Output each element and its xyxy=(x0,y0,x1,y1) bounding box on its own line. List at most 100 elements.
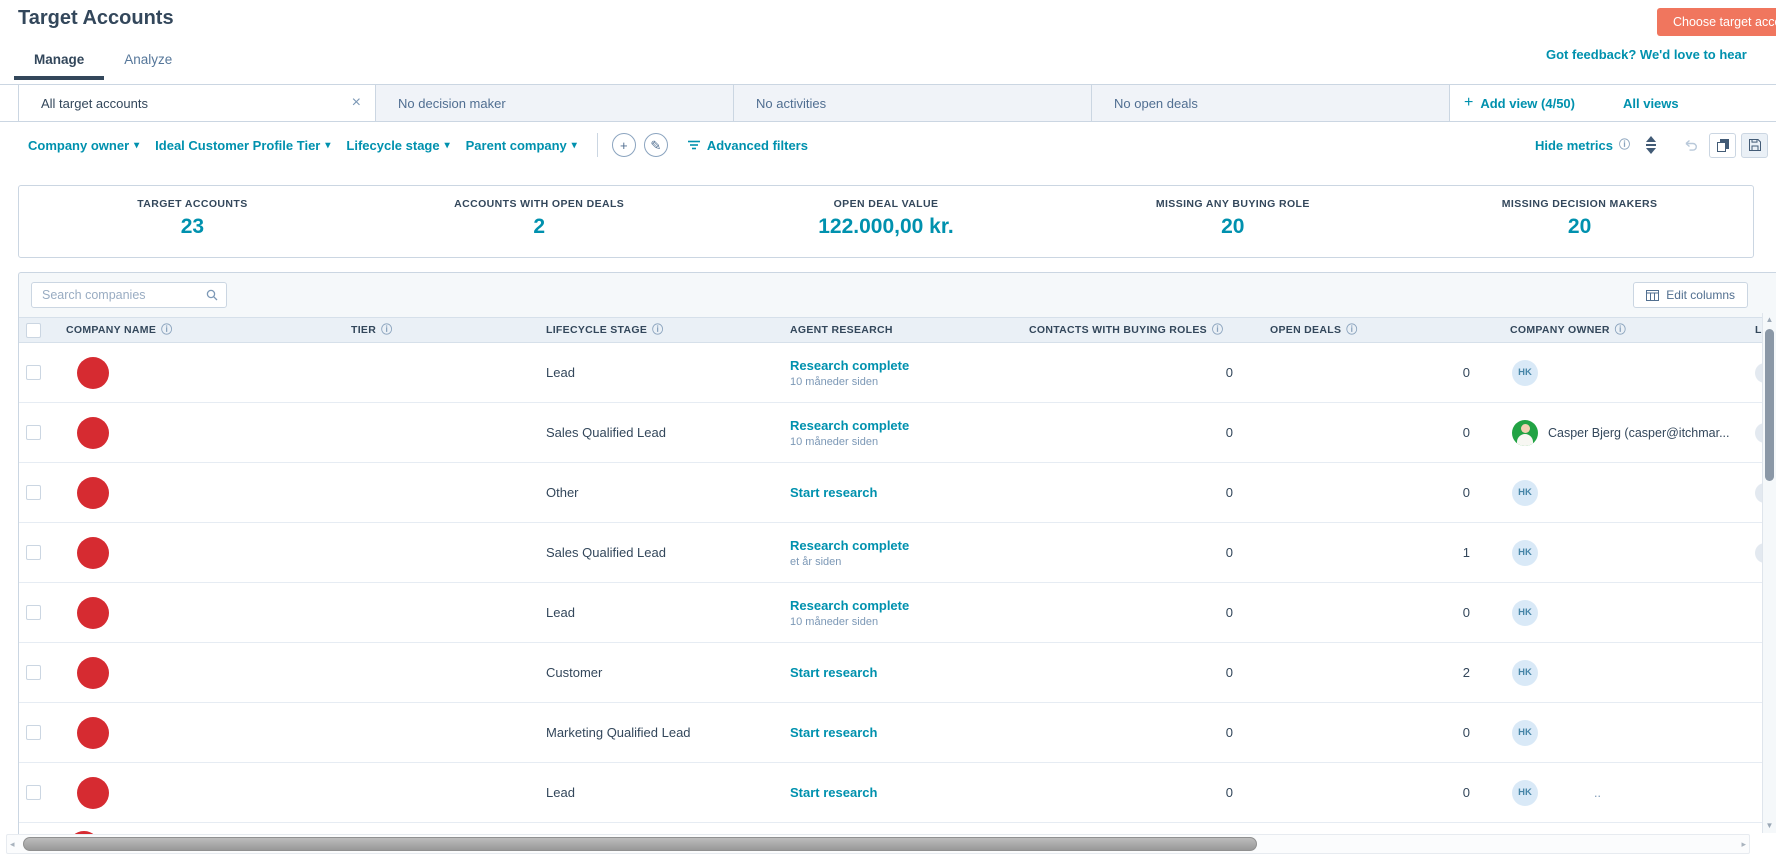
company-name-cell xyxy=(57,463,301,522)
company-name-cell xyxy=(57,403,301,462)
column-header[interactable]: TIER ⓘ xyxy=(301,318,541,342)
company-name-cell xyxy=(57,583,301,642)
vertical-scrollbar-thumb[interactable] xyxy=(1765,329,1774,481)
vertical-scrollbar[interactable]: ▲ ▼ xyxy=(1762,313,1776,833)
agent-research-link[interactable]: Research complete xyxy=(790,358,909,373)
filter-dropdown[interactable]: Parent company ▾ xyxy=(466,138,577,153)
row-checkbox[interactable] xyxy=(26,725,41,740)
column-header[interactable]: OPEN DEALS ⓘ xyxy=(1241,318,1476,342)
agent-research-link[interactable]: Research complete xyxy=(790,418,909,433)
metric-label: OPEN DEAL VALUE xyxy=(713,198,1060,210)
collapse-metrics-control[interactable] xyxy=(1646,136,1656,154)
undo-button[interactable] xyxy=(1677,133,1704,158)
view-tab[interactable]: No open deals xyxy=(1092,85,1450,121)
column-header-label: LIFECYCLE STAGE xyxy=(546,324,647,336)
open-deals-cell: 0 xyxy=(1241,763,1476,822)
agent-research-link[interactable]: Start research xyxy=(790,725,877,740)
lifecycle-stage-cell: Lead xyxy=(541,583,781,642)
lifecycle-stage-cell: Sales Qualified Lead xyxy=(541,403,781,462)
horizontal-scrollbar-thumb[interactable] xyxy=(23,837,1257,851)
view-tab[interactable]: All target accounts × xyxy=(18,85,376,121)
edit-columns-button[interactable]: Edit columns xyxy=(1633,282,1748,308)
tab-analyze[interactable]: Analyze xyxy=(104,42,192,80)
filter-dropdown[interactable]: Ideal Customer Profile Tier ▾ xyxy=(155,138,330,153)
row-select-cell xyxy=(19,703,57,762)
search-icon xyxy=(206,289,218,301)
avatar-body xyxy=(1517,434,1533,446)
close-view-icon[interactable]: × xyxy=(350,95,363,111)
scroll-left-arrow[interactable]: ◂ xyxy=(10,835,15,853)
filter-dropdown-label: Ideal Customer Profile Tier xyxy=(155,138,320,153)
agent-research-link[interactable]: Start research xyxy=(790,785,877,800)
row-checkbox[interactable] xyxy=(26,485,41,500)
add-view-button[interactable]: + Add view (4/50) xyxy=(1464,94,1575,112)
table-panel: Edit columns COMPANY NAME ⓘ TIER ⓘ LIFEC… xyxy=(18,272,1776,834)
scroll-up-arrow[interactable]: ▲ xyxy=(1763,315,1776,325)
column-header[interactable]: COMPANY OWNER ⓘ xyxy=(1476,318,1738,342)
company-logo[interactable] xyxy=(77,357,109,389)
row-checkbox[interactable] xyxy=(26,545,41,560)
search-input[interactable] xyxy=(40,287,206,303)
company-logo[interactable] xyxy=(77,777,109,809)
advanced-filters-button[interactable]: Advanced filters xyxy=(688,138,808,153)
view-tab[interactable]: No activities xyxy=(734,85,1092,121)
company-logo[interactable] xyxy=(77,477,109,509)
search-box[interactable] xyxy=(31,282,227,308)
add-filter-button[interactable]: + xyxy=(612,133,636,157)
agent-research-link[interactable]: Start research xyxy=(790,665,877,680)
row-checkbox[interactable] xyxy=(26,425,41,440)
table-row: Sales Qualified Lead Research complete e… xyxy=(19,523,1776,583)
advanced-filters-label: Advanced filters xyxy=(707,138,808,153)
filter-dropdown-label: Lifecycle stage xyxy=(346,138,439,153)
tab-manage[interactable]: Manage xyxy=(14,42,104,80)
agent-research-cell: Research complete 10 måneder siden xyxy=(781,583,1011,642)
filter-dropdown[interactable]: Lifecycle stage ▾ xyxy=(346,138,449,153)
info-icon[interactable]: ⓘ xyxy=(1615,325,1626,336)
agent-research-timestamp: 10 måneder siden xyxy=(790,616,878,628)
row-select-cell xyxy=(19,343,57,402)
info-icon[interactable]: ⓘ xyxy=(161,325,172,336)
column-header[interactable]: AGENT RESEARCH xyxy=(781,318,1011,342)
horizontal-scrollbar[interactable]: ◂ ▸ xyxy=(6,834,1750,854)
divider xyxy=(597,133,598,157)
column-header[interactable]: COMPANY NAME ⓘ xyxy=(57,318,301,342)
save-view-button[interactable] xyxy=(1741,133,1768,158)
select-all-checkbox[interactable] xyxy=(26,323,41,338)
view-tab[interactable]: No decision maker xyxy=(376,85,734,121)
edit-filters-button[interactable]: ✎ xyxy=(644,133,668,157)
tier-cell xyxy=(301,523,541,582)
metric-label: ACCOUNTS WITH OPEN DEALS xyxy=(366,198,713,210)
select-all-cell xyxy=(19,318,57,342)
contacts-with-buying-roles-cell: 0 xyxy=(1011,643,1241,702)
company-logo[interactable] xyxy=(77,417,109,449)
scroll-right-arrow[interactable]: ▸ xyxy=(1741,835,1746,853)
company-logo[interactable] xyxy=(77,717,109,749)
info-icon[interactable]: ⓘ xyxy=(1619,140,1630,151)
column-header[interactable]: LIFECYCLE STAGE ⓘ xyxy=(541,318,781,342)
choose-target-accounts-button[interactable]: Choose target accounts xyxy=(1657,8,1776,36)
company-logo[interactable] xyxy=(77,657,109,689)
info-icon[interactable]: ⓘ xyxy=(1346,325,1357,336)
caret-down-icon: ▾ xyxy=(325,140,330,151)
filter-dropdown[interactable]: Company owner ▾ xyxy=(28,138,139,153)
row-checkbox[interactable] xyxy=(26,365,41,380)
view-tab-label: No open deals xyxy=(1114,96,1437,111)
scroll-down-arrow[interactable]: ▼ xyxy=(1763,821,1776,831)
copy-view-button[interactable] xyxy=(1709,133,1736,158)
row-checkbox[interactable] xyxy=(26,605,41,620)
agent-research-cell: Start research xyxy=(781,463,1011,522)
agent-research-link[interactable]: Start research xyxy=(790,485,877,500)
company-logo[interactable] xyxy=(77,537,109,569)
agent-research-link[interactable]: Research complete xyxy=(790,598,909,613)
info-icon[interactable]: ⓘ xyxy=(1212,325,1223,336)
agent-research-link[interactable]: Research complete xyxy=(790,538,909,553)
feedback-link[interactable]: Got feedback? We'd love to hear xyxy=(1546,47,1747,62)
row-checkbox[interactable] xyxy=(26,785,41,800)
info-icon[interactable]: ⓘ xyxy=(381,325,392,336)
column-header[interactable]: CONTACTS WITH BUYING ROLES ⓘ xyxy=(1011,318,1241,342)
info-icon[interactable]: ⓘ xyxy=(652,325,663,336)
company-logo[interactable] xyxy=(77,597,109,629)
row-checkbox[interactable] xyxy=(26,665,41,680)
hide-metrics-button[interactable]: Hide metrics ⓘ xyxy=(1535,138,1630,153)
all-views-link[interactable]: All views xyxy=(1623,96,1679,111)
